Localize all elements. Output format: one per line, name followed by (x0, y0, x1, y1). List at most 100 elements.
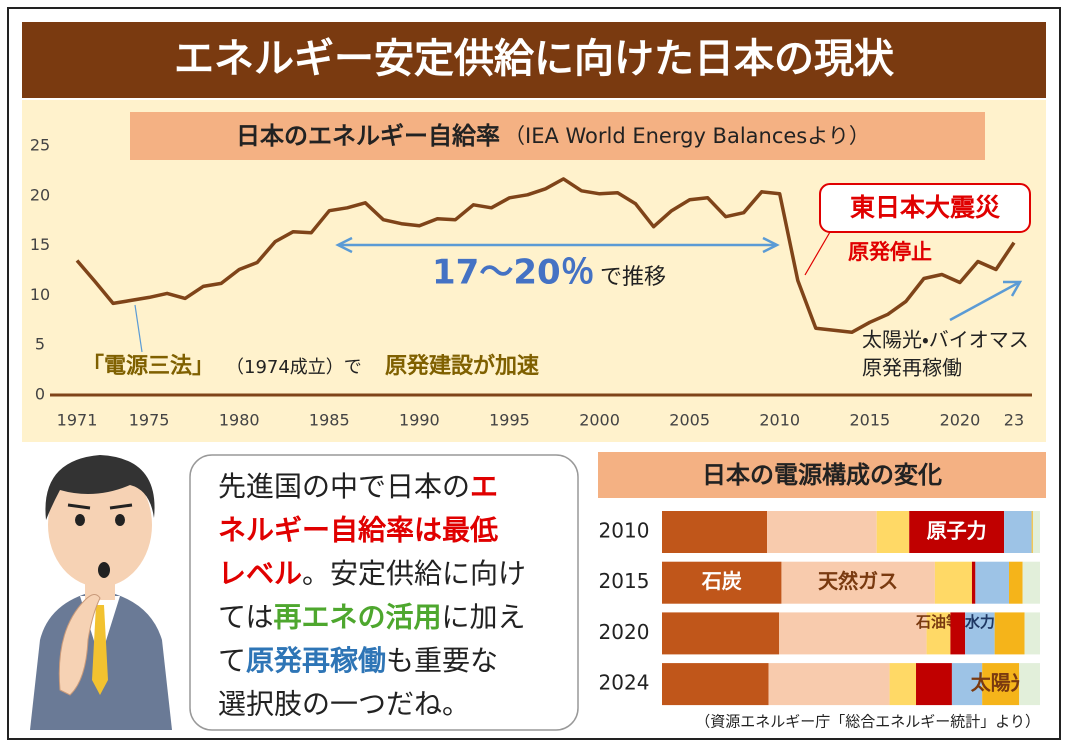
header-bar (22, 22, 1046, 98)
bar-segment (662, 663, 769, 706)
speech-segment: 選択肢の一つだね。 (218, 688, 470, 721)
x-tick-label: 1971 (57, 411, 98, 430)
segment-label: 水力 (964, 613, 995, 631)
x-tick-label: 2015 (849, 411, 890, 430)
chart-title: 日本のエネルギー自給率 (236, 122, 500, 150)
x-tick-label: 2005 (669, 411, 710, 430)
x-tick-label: 1995 (489, 411, 530, 430)
x-tick-label: 1975 (129, 411, 170, 430)
category-label: 2010 (599, 519, 650, 543)
speech-line: レベル。安定供給に向け (218, 557, 526, 590)
x-tick-label: 1980 (219, 411, 260, 430)
y-tick-label: 0 (35, 385, 45, 404)
x-tick-label: 23 (1004, 411, 1024, 430)
speech-segment: レベル (218, 557, 302, 590)
speech-segment: 再エネの活用 (273, 601, 441, 634)
annotation: で推移 (600, 265, 666, 290)
speech-line: ては再エネの活用に加え (218, 601, 525, 634)
speech-bubble (189, 454, 579, 731)
speech-text: 先進国の中で日本のエネルギー自給率は最低レベル。安定供給に向けては再エネの活用に… (218, 470, 526, 721)
speech-segment: に加え (441, 601, 525, 634)
bar-segment (971, 561, 976, 604)
annotation: （1974成立）で (226, 357, 362, 378)
bar-segment (1004, 511, 1032, 553)
annotation: 原発停止 (848, 240, 932, 264)
header-title: エネルギー安定供給に向けた日本の現状 (174, 36, 895, 82)
bar-segment (662, 561, 782, 604)
bar-segment (909, 511, 1005, 553)
bar-segment (1031, 511, 1033, 553)
annotation: 東日本大震災 (850, 193, 1001, 222)
source-note: （資源エネルギー庁「総合エネルギー統計」より） (695, 713, 1040, 731)
y-tick-label: 25 (30, 136, 50, 155)
x-tick-label: 2000 (579, 411, 620, 430)
x-tick-label: 1985 (309, 411, 350, 430)
speech-segment: も重要な (386, 644, 498, 677)
bar-segment (1032, 511, 1040, 553)
bar-segment (662, 511, 768, 553)
annotation: 「電源三法」 (82, 354, 214, 379)
speech-segment: 先進国の中で日本の (218, 470, 470, 503)
bar-chart-title: 日本の電源構成の変化 (702, 461, 942, 489)
x-tick-label: 1990 (399, 411, 440, 430)
bar-segment (926, 612, 951, 655)
bar-segment (934, 561, 972, 604)
y-tick-label: 15 (30, 235, 50, 254)
bar-segment (1009, 561, 1023, 604)
segment-label: 天然ガス (818, 569, 898, 593)
leader-line (804, 231, 831, 276)
segment-label: 石油等 (915, 613, 961, 631)
bar-segment (975, 561, 1010, 604)
person-illustration (30, 455, 172, 730)
segment-label: 石炭 (701, 569, 742, 593)
bar-segment (982, 663, 1020, 706)
bar-segment (994, 612, 1025, 655)
speech-line: て原発再稼働も重要な (218, 644, 498, 677)
speech-segment: エ (470, 470, 498, 503)
bar-segment (1022, 561, 1040, 604)
bar-segment (779, 612, 927, 655)
bar-segment (781, 561, 935, 604)
quake-box (819, 183, 1031, 233)
chart-title-box (130, 112, 985, 160)
bar-segment (767, 511, 877, 553)
bar-segment (889, 663, 917, 706)
leader-line (134, 304, 143, 353)
x-tick-label: 2010 (759, 411, 800, 430)
speech-segment: ネルギー自給率は最低 (218, 514, 498, 547)
y-tick-label: 10 (30, 285, 50, 304)
speech-segment: て (218, 644, 246, 677)
bar-segment (916, 663, 952, 706)
chart-subtitle: （IEA World Energy Balancesより） (504, 124, 870, 148)
speech-segment: ては (218, 601, 273, 634)
speech-line: 選択肢の一つだね。 (218, 688, 470, 721)
rise-arrow (949, 281, 1019, 322)
segment-label: 原子力 (927, 519, 987, 543)
range-arrow-heads (335, 236, 780, 254)
speech-segment: 原発再稼働 (246, 644, 386, 677)
bar-segment (1024, 612, 1040, 655)
line-series (75, 177, 1016, 335)
annotation: 17～20％ (432, 253, 595, 293)
bar-segment (876, 511, 910, 553)
speech-line: 先進国の中で日本のエ (218, 470, 498, 503)
annotation: 原発再稼働 (862, 356, 962, 380)
x-tick-label: 2020 (940, 411, 981, 430)
y-tick-label: 20 (30, 185, 50, 204)
bar-segment (1019, 663, 1040, 706)
bar-segment (950, 612, 966, 655)
bar-segment (951, 663, 983, 706)
rise-arrow-head (1003, 280, 1023, 297)
category-label: 2015 (599, 569, 650, 593)
annotation: 太陽光・バイオマス (862, 328, 1029, 352)
bar-segment (662, 612, 780, 655)
speech-segment: 。安定供給に向け (302, 557, 526, 590)
category-label: 2020 (599, 620, 650, 644)
annotation: 原発建設が加速 (385, 353, 539, 379)
bar-chart-title-box (598, 452, 1046, 498)
category-label: 2024 (599, 671, 650, 695)
bar-segment (965, 612, 995, 655)
bar-segment (768, 663, 890, 706)
speech-line: ネルギー自給率は最低 (218, 514, 498, 547)
